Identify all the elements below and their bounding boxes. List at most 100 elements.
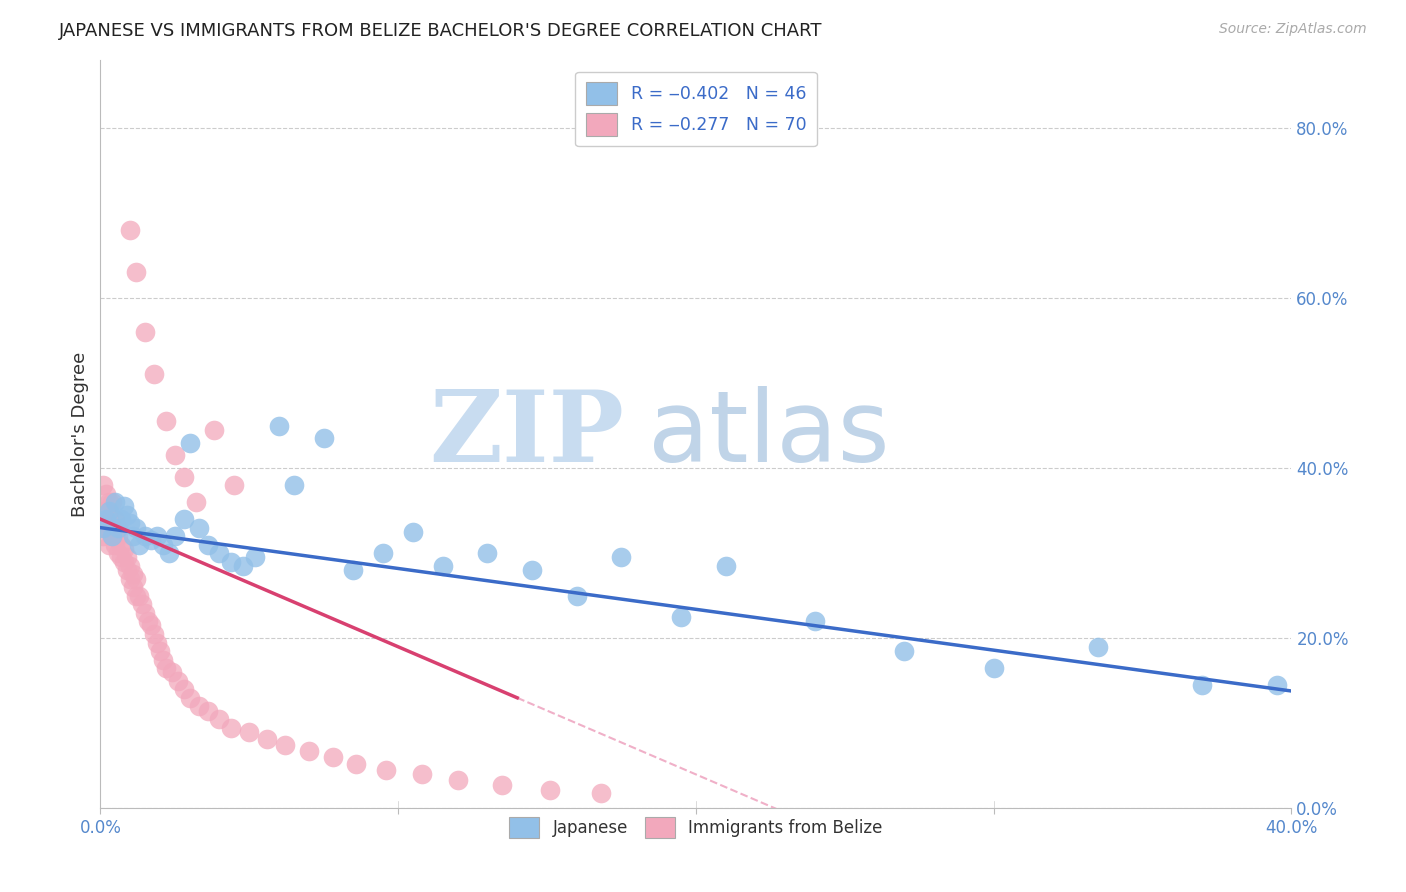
Point [120,558,142,573]
Point [91,521,114,535]
Point [101,512,124,526]
Point [125,589,148,603]
Point [375,763,398,777]
Point [208,712,231,726]
Point [125,572,148,586]
Point [152,652,174,666]
Point [173,682,195,697]
Point [152,538,174,552]
Point [232,558,254,573]
Point [179,690,201,705]
Point [160,665,183,680]
Point [610,550,633,565]
Point [346,757,368,772]
Point [107,521,129,535]
Point [115,508,138,522]
Point [142,368,165,382]
Point [157,546,180,560]
Point [477,546,499,560]
Point [491,778,513,792]
Point [179,435,201,450]
Point [110,538,132,552]
Point [122,580,145,594]
Point [134,529,156,543]
Point [91,529,114,543]
Point [134,325,156,339]
Point [283,478,305,492]
Point [187,699,209,714]
Point [101,529,124,543]
Point [1191,678,1213,692]
Text: JAPANESE VS IMMIGRANTS FROM BELIZE BACHELOR'S DEGREE CORRELATION CHART: JAPANESE VS IMMIGRANTS FROM BELIZE BACHE… [59,22,823,40]
Point [221,555,243,569]
Point [267,418,290,433]
Point [714,558,737,573]
Point [125,265,148,279]
Point [120,516,142,531]
Point [98,512,121,526]
Point [120,223,142,237]
Point [589,786,612,800]
Point [256,731,278,746]
Point [98,538,121,552]
Point [110,550,132,565]
Point [163,448,186,462]
Legend: Japanese, Immigrants from Belize: Japanese, Immigrants from Belize [503,810,889,845]
Point [112,500,135,514]
Point [893,644,915,658]
Point [104,524,127,539]
Point [112,541,135,556]
Point [101,495,124,509]
Point [208,546,231,560]
Point [187,521,209,535]
Point [298,743,321,757]
Point [342,563,364,577]
Text: atlas: atlas [648,385,890,483]
Point [107,521,129,535]
Point [134,606,156,620]
Point [402,524,425,539]
Point [120,572,142,586]
Point [163,529,186,543]
Point [1087,640,1109,654]
Point [804,614,827,628]
Point [520,563,543,577]
Point [91,503,114,517]
Point [122,567,145,582]
Point [107,529,129,543]
Point [669,610,692,624]
Point [373,546,395,560]
Point [221,721,243,735]
Text: ZIP: ZIP [430,385,624,483]
Point [197,538,219,552]
Point [98,503,121,517]
Point [322,750,344,764]
Point [128,538,150,552]
Point [197,704,219,718]
Point [173,469,195,483]
Point [125,521,148,535]
Point [983,661,1005,675]
Point [202,423,225,437]
Point [96,486,118,500]
Point [122,529,145,543]
Point [224,478,246,492]
Point [128,589,150,603]
Point [274,738,297,752]
Point [136,614,159,628]
Point [149,644,172,658]
Point [245,550,267,565]
Point [184,495,207,509]
Point [131,597,153,611]
Point [98,495,121,509]
Point [155,661,177,675]
Point [110,512,132,526]
Point [139,533,162,548]
Point [115,563,138,577]
Point [155,414,177,428]
Point [447,773,470,788]
Point [142,627,165,641]
Point [238,724,260,739]
Point [432,558,454,573]
Point [139,618,162,632]
